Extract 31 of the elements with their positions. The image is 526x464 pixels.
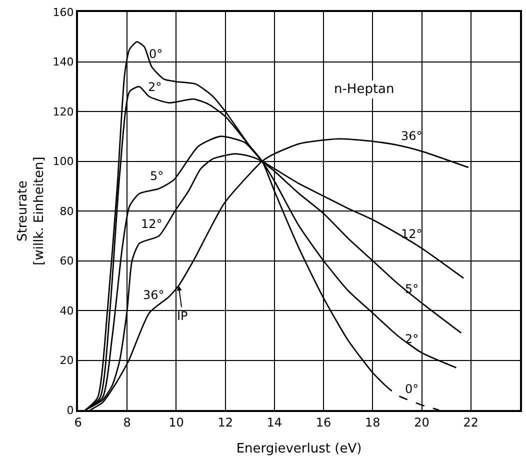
x-tick-label: 8: [123, 415, 131, 430]
annotation: 36°: [143, 288, 164, 302]
x-tick-label: 20: [414, 415, 430, 430]
x-tick-label: 18: [365, 415, 380, 430]
annotation: 2°: [148, 80, 162, 94]
annotation: n-Heptan: [334, 82, 394, 97]
x-axis-title: Energieverlust (eV): [236, 442, 362, 456]
y-tick-label: 20: [60, 354, 74, 368]
x-tick-label: 22: [463, 415, 479, 430]
y-tick-label: 0: [66, 404, 74, 417]
y-tick-label: 140: [52, 56, 74, 69]
y-tick-label: 60: [60, 254, 74, 268]
x-tick-label: 6: [74, 415, 82, 430]
y-tick-label: 40: [60, 304, 74, 318]
annotation: 0°: [149, 47, 163, 61]
x-tick-label: 14: [266, 415, 282, 430]
annotation: IP: [177, 309, 188, 323]
x-tick-label: 16: [316, 415, 332, 430]
annotation: 12°: [141, 217, 162, 231]
y-tick-label: 100: [52, 155, 74, 168]
x-tick-label: 10: [168, 415, 184, 430]
annotation: 2°: [405, 332, 419, 346]
annotation: 0°: [405, 382, 419, 396]
x-tick-label: 12: [218, 415, 233, 430]
annotation: 5°: [150, 169, 164, 183]
y-tick-label: 160: [52, 6, 74, 19]
annotation: 12°: [401, 227, 422, 241]
y-axis-title: Streurate [willk. Einheiten]: [15, 156, 48, 266]
y-tick-label: 120: [52, 105, 74, 118]
y-tick-label: 80: [60, 204, 74, 218]
annotation: 36°: [401, 129, 422, 143]
